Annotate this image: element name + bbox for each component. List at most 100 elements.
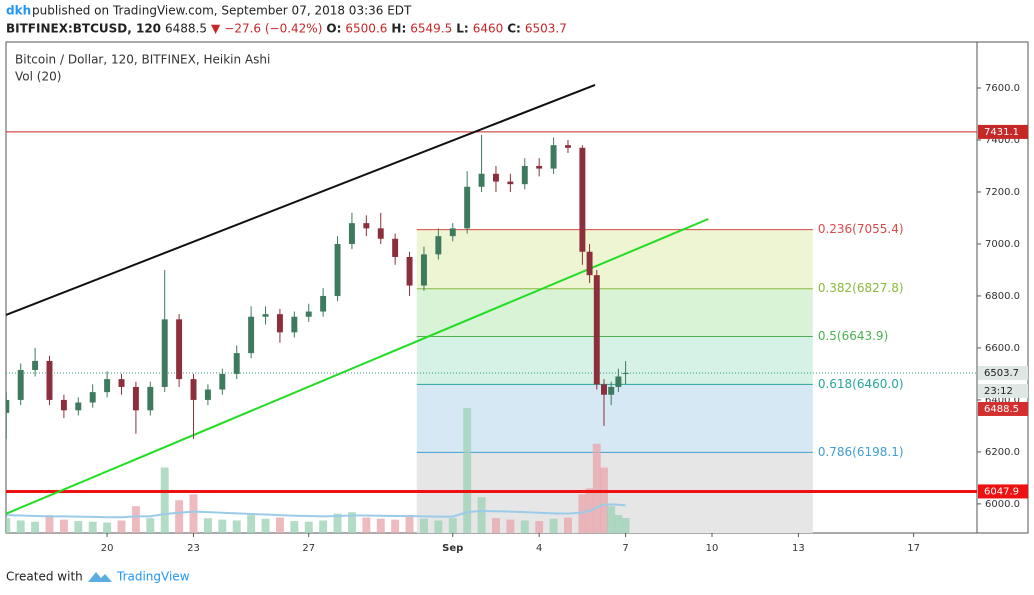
volume-bar <box>578 494 587 533</box>
close-price-label-bg <box>978 365 1028 380</box>
volume-bar <box>319 520 328 533</box>
candle-body <box>132 386 139 411</box>
candle-body <box>392 238 399 257</box>
volume-bar <box>434 520 443 533</box>
header-field: ▼ <box>211 22 221 36</box>
y-tick-label: 7400.0 <box>985 135 1020 146</box>
candle-body <box>320 295 327 312</box>
last-price-label: 6488.5 <box>984 404 1019 415</box>
volume-bar <box>448 518 457 533</box>
header-field: −27.6 (−0.42%) <box>224 22 322 36</box>
volume-bar <box>203 518 212 533</box>
x-tick-label: Sep <box>442 543 463 554</box>
candle-body <box>492 173 499 182</box>
volume-bar <box>376 518 385 533</box>
volume-bar <box>607 506 616 533</box>
fib-band <box>416 336 813 385</box>
last-price-label-bg <box>978 401 1028 416</box>
volume-bar <box>59 519 68 533</box>
fib-label: 0.5(6643.9) <box>818 329 888 343</box>
candle-body <box>464 186 471 229</box>
y-tick-label: 7200.0 <box>985 187 1020 198</box>
header-field: O: <box>326 22 341 36</box>
volume-bar <box>247 515 256 533</box>
x-tick-label: 10 <box>706 543 719 554</box>
plot-area <box>6 83 977 533</box>
plot: 0.236(7055.4) 0.382(6827.8) 0.5(6643.9) 0.6… <box>6 83 1028 554</box>
candle-body <box>248 316 255 354</box>
tv-logo[interactable] <box>88 572 112 582</box>
header-field: 6500.6 <box>345 22 387 36</box>
candle-body <box>46 360 53 400</box>
x-tick-label: 7 <box>622 543 628 554</box>
close-price-label: 6503.7 <box>984 368 1019 379</box>
x-tick-label: 27 <box>302 543 315 554</box>
volume-bar <box>492 518 500 533</box>
volume-bar <box>261 518 270 533</box>
candle-body <box>622 372 629 374</box>
volume-bar <box>477 497 486 533</box>
header-field: L: <box>456 22 468 36</box>
header-field: 6549.5 <box>410 22 452 36</box>
volume-bar <box>189 494 198 533</box>
y-tick-label: 6400.0 <box>985 395 1020 406</box>
volume-bar <box>549 518 558 533</box>
y-tick-label: 6200.0 <box>985 447 1020 458</box>
candle-body <box>435 236 442 255</box>
header-field: BITFINEX:BTCUSD, 120 <box>6 22 161 36</box>
header-field: 6488.5 <box>165 22 207 36</box>
x-tick-label: 4 <box>536 543 542 554</box>
candle-body <box>204 389 211 400</box>
candle-body <box>478 173 485 187</box>
candle-body <box>291 316 298 333</box>
volume-bar <box>45 515 54 533</box>
candle-body <box>449 228 456 237</box>
y-tick-label: 7000.0 <box>985 239 1020 250</box>
user[interactable]: dkh <box>6 4 31 18</box>
volume-ma <box>6 503 626 519</box>
volume-bar <box>506 519 515 533</box>
volume-bar <box>117 520 126 533</box>
volume-bar <box>391 519 400 533</box>
volume-bar <box>74 521 83 533</box>
volume-bar <box>275 517 284 533</box>
candle-body <box>377 228 384 239</box>
candle-body <box>17 370 24 400</box>
candle-body <box>565 145 571 148</box>
volume-bar <box>6 518 11 533</box>
volume-bar <box>131 506 140 533</box>
candle-body <box>89 392 96 403</box>
trend-line <box>6 83 596 316</box>
candle-body <box>219 373 226 390</box>
candle-body <box>615 376 622 387</box>
volume-bar <box>592 443 601 533</box>
candle-body <box>161 319 168 387</box>
y-tick-label: 6600.0 <box>985 343 1020 354</box>
candle-body <box>6 399 10 413</box>
header-field: 6460 <box>473 22 504 36</box>
volume-bar <box>31 521 40 533</box>
volume-bar <box>614 515 623 533</box>
footer-created: Created with <box>6 570 83 584</box>
fib-label: 0.236(7055.4) <box>818 222 904 236</box>
candle-body <box>276 314 283 333</box>
countdown-label-bg <box>978 383 1028 398</box>
volume-bar <box>16 520 25 533</box>
volume-bar <box>405 515 414 533</box>
published: published on TradingView.com, September … <box>32 4 412 18</box>
header-field: H: <box>391 22 406 36</box>
volume-bar <box>218 519 227 533</box>
candle-body <box>334 243 341 296</box>
volume-bar <box>232 520 241 533</box>
chart-title: Bitcoin / Dollar, 120, BITFINEX, Heikin … <box>15 53 270 67</box>
candle-body <box>176 319 183 380</box>
x-tick-label: 13 <box>792 543 805 554</box>
x-tick-label: 17 <box>907 543 920 554</box>
volume-bar <box>621 518 630 533</box>
candle-body <box>305 311 312 317</box>
candle-body <box>420 254 427 286</box>
volume-bar <box>419 518 428 533</box>
footer-brand[interactable]: TradingView <box>116 570 190 584</box>
candle-body <box>586 251 593 276</box>
